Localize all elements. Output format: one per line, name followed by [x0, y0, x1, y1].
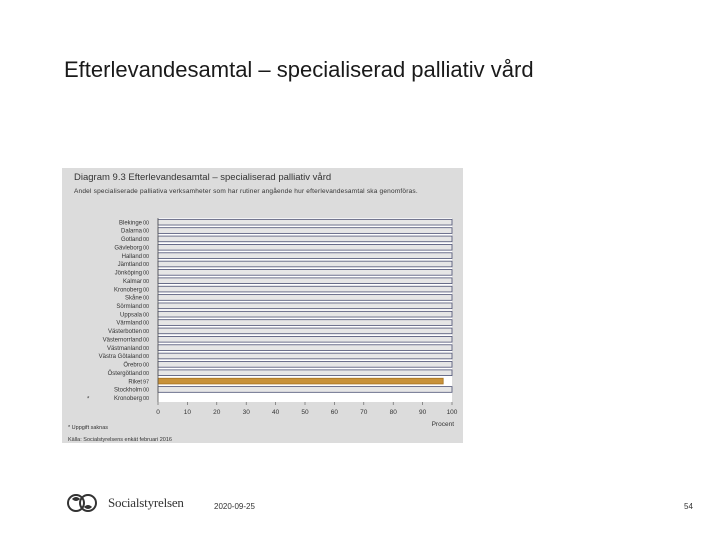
- bar-jämtland: [157, 260, 453, 268]
- category-label: Gävleborg: [114, 245, 142, 251]
- value-label: 00: [143, 271, 149, 277]
- value-label: 00: [143, 363, 149, 369]
- logo-text: Socialstyrelsen: [108, 495, 184, 510]
- bar-jönköping: [157, 269, 453, 276]
- value-label: 00: [143, 245, 149, 251]
- category-label: Kalmar: [123, 279, 142, 285]
- page-number: 54: [684, 502, 693, 511]
- bar-örebro: [157, 361, 453, 368]
- bar-blekinge: [157, 218, 453, 226]
- value-label: 00: [143, 254, 149, 260]
- category-label: Riket: [128, 379, 142, 385]
- value-label: 00: [143, 262, 149, 268]
- bar-östergötland: [157, 369, 453, 376]
- value-label: 00: [143, 237, 149, 243]
- value-label: 00: [143, 321, 149, 327]
- category-label: Uppsala: [120, 312, 143, 318]
- bar-kronoberg: [157, 285, 453, 293]
- x-tick-label: 70: [360, 409, 368, 416]
- value-label: 00: [143, 229, 149, 235]
- x-tick-label: 80: [390, 409, 398, 416]
- category-label: Halland: [122, 254, 142, 260]
- value-label: 00: [143, 388, 149, 394]
- category-label: Värmland: [116, 321, 142, 327]
- chart-source: Källa: Socialstyrelsens enkät februari 2…: [68, 437, 172, 443]
- chart-title: Diagram 9.3 Efterlevandesamtal – special…: [74, 172, 332, 183]
- value-label: 00: [143, 354, 149, 360]
- value-label: 97: [143, 379, 149, 385]
- bar-värmland: [157, 319, 453, 326]
- chart-figure: Diagram 9.3 Efterlevandesamtal – special…: [62, 168, 463, 443]
- x-tick-label: 10: [184, 409, 192, 416]
- value-label: 00: [143, 329, 149, 335]
- category-label: Västmanland: [107, 346, 142, 352]
- bar-västernorrland: [157, 336, 453, 343]
- category-label: Västerbotten: [108, 329, 142, 335]
- x-tick-label: 100: [447, 409, 458, 416]
- bar-västerbotten: [157, 327, 453, 335]
- x-tick-label: 0: [156, 409, 160, 416]
- category-label: Gotland: [121, 237, 142, 243]
- bar-stockholm: [157, 386, 453, 393]
- category-label: Stockholm: [114, 388, 142, 394]
- value-label: 00: [143, 296, 149, 302]
- bar-riket: [157, 377, 444, 385]
- category-label: Örebro: [123, 362, 142, 369]
- x-tick-label: 90: [419, 409, 427, 416]
- bar-halland: [157, 252, 453, 259]
- value-label: 00: [143, 304, 149, 310]
- bar-kalmar: [157, 277, 453, 284]
- value-label: 00: [143, 220, 149, 226]
- x-tick-label: 20: [213, 409, 221, 416]
- chart-footnote: * Uppgift saknas: [68, 425, 109, 431]
- x-tick-label: 60: [331, 409, 339, 416]
- x-axis-label: Procent: [432, 421, 455, 428]
- slide-title: Efterlevandesamtal – specialiserad palli…: [64, 57, 534, 82]
- slide-date: 2020-09-25: [214, 502, 255, 511]
- category-label: Skåne: [125, 295, 143, 302]
- value-label: 00: [143, 346, 149, 352]
- category-label: Västra Götaland: [99, 354, 142, 360]
- value-label: 00: [143, 287, 149, 293]
- category-label: Östergötland: [108, 370, 142, 377]
- category-label: Dalarna: [121, 229, 143, 235]
- missing-data-marker: *: [87, 396, 90, 402]
- bar-uppsala: [157, 310, 453, 318]
- category-label: Kronoberg: [114, 396, 142, 402]
- bar-gävleborg: [157, 244, 453, 251]
- x-tick-label: 40: [272, 409, 280, 416]
- value-label: 00: [143, 337, 149, 343]
- category-label: Jämtland: [118, 262, 142, 268]
- bar-sörmland: [157, 302, 453, 310]
- category-label: Blekinge: [119, 220, 143, 226]
- chart-subtitle: Andel specialiserade palliativa verksamh…: [74, 188, 418, 195]
- value-label: 00: [143, 371, 149, 377]
- bar-västmanland: [157, 344, 453, 351]
- bar-gotland: [157, 235, 453, 243]
- socialstyrelsen-logo: Socialstyrelsen: [66, 490, 184, 516]
- bar-västra-götaland: [157, 352, 453, 360]
- x-tick-label: 50: [301, 409, 309, 416]
- value-label: 00: [143, 279, 149, 285]
- x-tick-label: 30: [243, 409, 251, 416]
- value-label: 00: [143, 396, 149, 402]
- bar-dalarna: [157, 227, 453, 234]
- logo-mark-icon: [67, 494, 97, 512]
- category-label: Sörmland: [116, 304, 142, 310]
- category-label: Kronoberg: [114, 287, 142, 293]
- category-label: Västernorrland: [103, 337, 142, 343]
- bar-skåne: [157, 294, 453, 301]
- value-label: 00: [143, 312, 149, 318]
- category-label: Jönköping: [115, 271, 142, 277]
